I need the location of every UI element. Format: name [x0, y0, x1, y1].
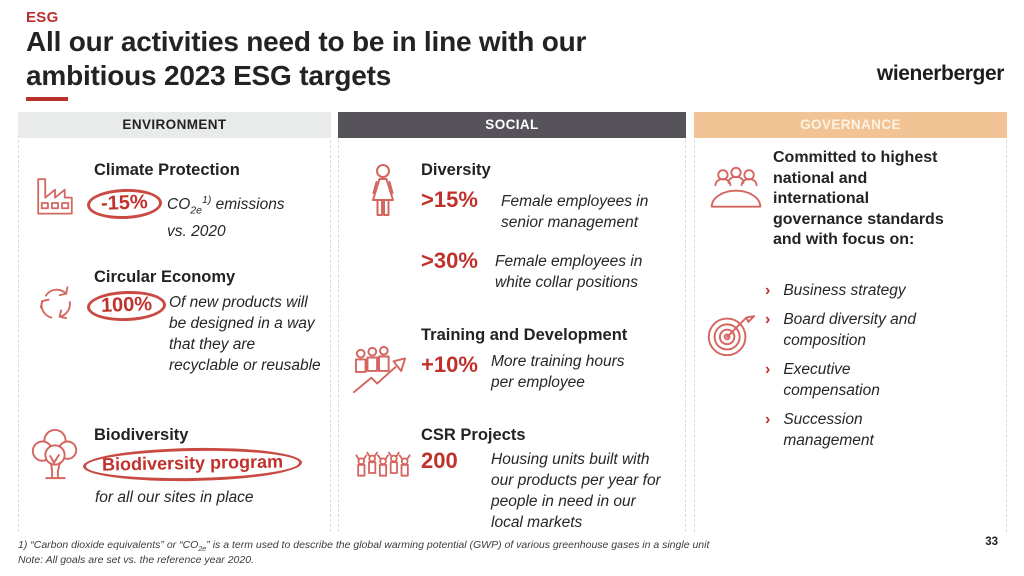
bullet-text: Succession management	[783, 411, 874, 449]
chevron-bullet-icon: ›	[765, 361, 771, 378]
chevron-bullet-icon: ›	[765, 311, 771, 328]
biodiversity-highlight-circle: Biodiversity program	[82, 446, 303, 483]
training-heading: Training and Development	[421, 326, 628, 344]
wienerberger-logo: wienerberger	[876, 62, 1004, 85]
female-icon	[372, 164, 394, 216]
climate-desc-subscript: 2e	[190, 204, 202, 217]
biodiversity-heading: Biodiversity	[94, 426, 189, 444]
diversity-heading: Diversity	[421, 161, 491, 179]
environment-column: Climate Protection -15% CO2e1) emissions…	[18, 140, 331, 532]
footnote-subscript: 2e	[198, 545, 207, 554]
csr-value: 200	[421, 448, 458, 473]
biodiversity-description: for all our sites in place	[95, 489, 254, 506]
governance-column: Committed to highest national and intern…	[694, 140, 1007, 532]
factory-icon	[37, 178, 73, 215]
training-description: More training hours per employee	[491, 353, 625, 391]
climate-desc-post: emissions vs. 2020	[167, 196, 285, 241]
climate-description: CO2e1) emissions vs. 2020	[167, 190, 285, 242]
footer-note-2: Note: All goals are set vs. the referenc…	[18, 554, 254, 566]
climate-metric: -15%	[100, 191, 149, 215]
csr-people-icon	[355, 451, 411, 477]
bullet-item: › Board diversity and composition	[765, 309, 1001, 351]
training-value: +10%	[421, 352, 478, 377]
esg-eyebrow: ESG	[26, 9, 59, 26]
bullet-item: › Business strategy	[765, 280, 1001, 301]
column-header-social: SOCIAL	[338, 112, 686, 138]
column-header-environment: ENVIRONMENT	[18, 112, 331, 138]
csr-projects-heading: CSR Projects	[421, 426, 526, 444]
circular-description: Of new products will be designed in a wa…	[169, 294, 321, 374]
page-number: 33	[985, 536, 998, 548]
footnote-post: ” is a term used to describe the global …	[206, 539, 710, 551]
tree-icon	[31, 428, 78, 480]
bullet-text: Board diversity and composition	[783, 311, 917, 349]
title-underline	[26, 97, 68, 101]
footer-note-1: 1) “Carbon dioxide equivalents” or “CO2e…	[18, 539, 709, 553]
biodiversity-highlight: Biodiversity program	[101, 451, 284, 475]
governance-bullet-list: › Business strategy › Board diversity and …	[765, 280, 1001, 459]
chevron-bullet-icon: ›	[765, 411, 771, 428]
circular-metric: 100%	[100, 293, 153, 317]
recycle-icon	[39, 286, 71, 319]
climate-desc-footnote-ref: 1)	[201, 194, 212, 206]
chevron-bullet-icon: ›	[765, 282, 771, 299]
footnote-pre: 1) “Carbon dioxide equivalents” or “CO	[18, 539, 199, 551]
circular-metric-circle: 100%	[86, 289, 167, 323]
target-arrow-icon	[707, 315, 756, 357]
csr-description: Housing units built with our products pe…	[491, 451, 661, 531]
slide-title: All our activities need to be in line wi…	[26, 26, 587, 91]
bullet-item: › Executive compensation	[765, 359, 1001, 401]
climate-metric-circle: -15%	[86, 187, 163, 221]
bullet-item: › Succession management	[765, 409, 1001, 451]
climate-desc-pre: CO	[167, 196, 191, 214]
board-meeting-icon	[710, 166, 762, 208]
column-header-governance: GOVERNANCE	[694, 112, 1007, 138]
bullet-text: Executive compensation	[783, 361, 880, 399]
governance-intro: Committed to highest national and intern…	[773, 149, 944, 248]
circular-economy-heading: Circular Economy	[94, 268, 236, 286]
diversity-stat2-description: Female employees in white collar positio…	[495, 253, 643, 291]
climate-protection-heading: Climate Protection	[94, 161, 240, 179]
diversity-stat2-value: >30%	[421, 248, 478, 273]
diversity-stat1-description: Female employees in senior management	[501, 193, 649, 231]
bullet-text: Business strategy	[783, 282, 906, 299]
training-growth-icon	[353, 345, 406, 394]
diversity-stat1-value: >15%	[421, 187, 478, 212]
social-column: Diversity >15% Female employees in senio…	[338, 140, 686, 532]
